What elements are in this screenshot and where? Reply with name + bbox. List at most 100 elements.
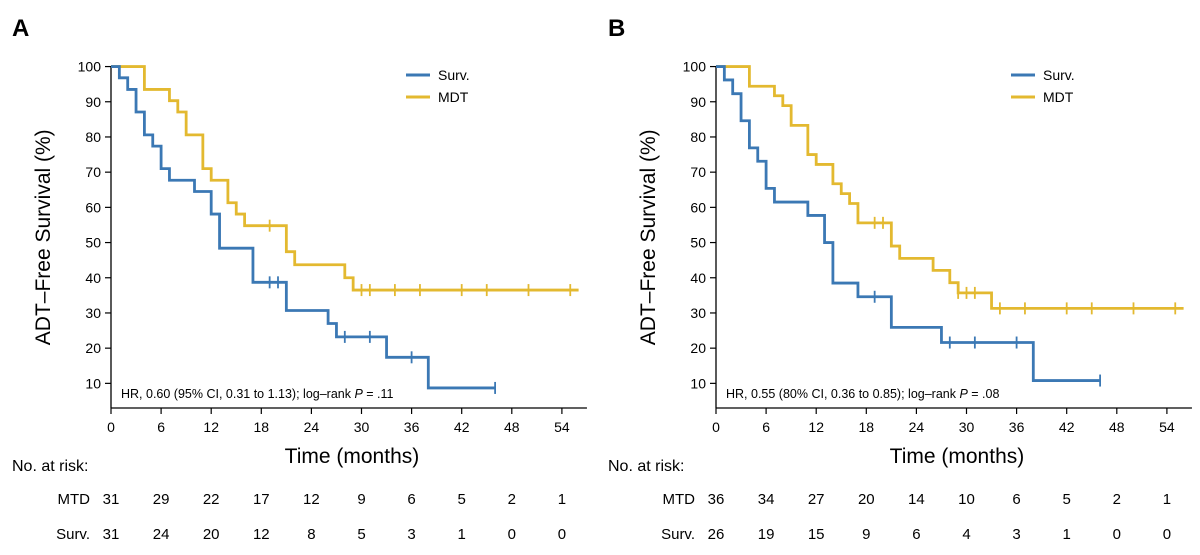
panel-b-risk-cell-mtd: 14 [908,491,925,508]
panel-b-x-tick-label: 18 [859,419,875,435]
panel-b-risk-row-label-mtd: MTD [663,491,696,508]
panel-a-risk-cell-mtd: 22 [203,491,220,508]
panel-b-risk-row-label-surv: Surv. [661,526,695,543]
panel-b-risk-cell-mtd: 36 [708,491,725,508]
panel-a-risk-cell-surv: 24 [153,526,170,543]
panel-b-risk-cell-mtd: 27 [808,491,825,508]
panel-b-x-tick-label: 54 [1159,419,1175,435]
panel-a-risk-cell-surv: 1 [458,526,466,543]
panel-a-y-tick-label: 90 [85,94,101,110]
panel-a-x-tick-label: 0 [107,419,115,435]
panel-b-risk-cell-mtd: 10 [958,491,975,508]
panel-a-series-surv-line [111,65,496,390]
panel-b-series-surv-line [716,65,1101,382]
panel-a-y-tick-label: 20 [85,340,101,356]
panel-b-y-tick-label: 10 [690,375,706,391]
panel-a-risk-cell-mtd: 9 [357,491,365,508]
panel-a-y-tick-label: 40 [85,270,101,286]
panel-b-x-tick-label: 48 [1109,419,1125,435]
panel-b-x-tick-label: 6 [762,419,770,435]
panel-a-x-tick-label: 18 [254,419,270,435]
panel-a-risk-table-title: No. at risk: [12,458,88,475]
panel-b-x-tick-label: 12 [808,419,824,435]
panel-a-x-tick-label: 48 [504,419,520,435]
panel-b-y-tick-label: 30 [690,305,706,321]
panel-a-risk-cell-surv: 0 [558,526,566,543]
panel-a-risk-cell-surv: 0 [508,526,516,543]
panel-b-x-tick-label: 42 [1059,419,1075,435]
panel-a-risk-cell-mtd: 6 [407,491,415,508]
panel-a-y-tick-label: 60 [85,199,101,215]
panel-a-risk-row-label-mtd: MTD [58,491,91,508]
panel-b-risk-cell-mtd: 6 [1012,491,1020,508]
panel-b-risk-cell-surv: 0 [1113,526,1121,543]
panel-b-risk-cell-mtd: 34 [758,491,775,508]
panel-b-y-tick-label: 50 [690,235,706,251]
panel-b-y-tick-label: 80 [690,129,706,145]
panel-b-y-axis-title: ADT–Free Survival (%) [637,129,660,345]
panel-a-risk-cell-mtd: 29 [153,491,170,508]
panel-a-x-tick-label: 54 [554,419,570,435]
panel-b-hr-annotation: HR, 0.55 (80% CI, 0.36 to 0.85); log–ran… [726,387,999,401]
panel-b-x-tick-label: 0 [712,419,720,435]
panel-b-risk-cell-surv: 6 [912,526,920,543]
panel-b-risk-cell-surv: 19 [758,526,775,543]
panel-a-series-mdt-line [111,65,579,292]
panel-a-risk-cell-mtd: 31 [103,491,120,508]
panel-a-x-tick-label: 30 [354,419,370,435]
panel-a-risk-cell-surv: 31 [103,526,120,543]
panel-a-x-tick-label: 24 [304,419,320,435]
panel-b-risk-cell-surv: 1 [1063,526,1071,543]
panel-b-legend-label: MDT [1043,89,1074,105]
panel-a-risk-cell-surv: 5 [357,526,365,543]
panel-a-risk-cell-mtd: 2 [508,491,516,508]
panel-a-risk-cell-surv: 12 [253,526,270,543]
panel-a-y-axis-title: ADT–Free Survival (%) [32,129,55,345]
panel-b-y-tick-label: 100 [683,59,707,75]
panel-b-x-tick-label: 36 [1009,419,1025,435]
panel-a-y-tick-label: 50 [85,235,101,251]
panel-a-risk-cell-mtd: 17 [253,491,270,508]
panel-b-risk-cell-surv: 15 [808,526,825,543]
panel-a-risk-cell-surv: 8 [307,526,315,543]
panel-b-y-tick-label: 60 [690,199,706,215]
panel-a-y-tick-label: 30 [85,305,101,321]
panel-a-y-tick-label: 10 [85,375,101,391]
panel-b-y-tick-label: 40 [690,270,706,286]
panel-a-x-tick-label: 42 [454,419,470,435]
panel-a-x-axis-title: Time (months) [285,445,420,468]
panel-a-hr-annotation: HR, 0.60 (95% CI, 0.31 to 1.13); log–ran… [121,387,394,401]
panel-a-risk-cell-surv: 20 [203,526,220,543]
panel-a-y-tick-label: 100 [78,59,102,75]
panel-a-risk-cell-surv: 3 [407,526,415,543]
panel-b-risk-cell-surv: 9 [862,526,870,543]
panel-a-risk-cell-mtd: 5 [458,491,466,508]
panel-b-x-axis-title: Time (months) [890,445,1025,468]
panel-b-risk-cell-surv: 0 [1163,526,1171,543]
panel-b-risk-table-title: No. at risk: [608,458,684,475]
panel-b-x-tick-label: 24 [909,419,925,435]
panel-b-x-tick-label: 30 [959,419,975,435]
panel-b-y-tick-label: 70 [690,164,706,180]
panel-b-legend-label: Surv. [1043,67,1075,83]
panel-a-letter: A [12,15,29,42]
panel-a-legend-label: Surv. [438,67,470,83]
panel-b-risk-cell-surv: 4 [962,526,970,543]
panel-a-x-tick-label: 6 [157,419,165,435]
panel-b-series-mdt-line [716,65,1184,310]
panel-b-y-tick-label: 90 [690,94,706,110]
panel-a-risk-cell-mtd: 12 [303,491,320,508]
panel-a-risk-row-label-surv: Surv. [56,526,90,543]
panel-a-risk-cell-mtd: 1 [558,491,566,508]
panel-b-risk-cell-mtd: 1 [1163,491,1171,508]
panel-a-y-tick-label: 80 [85,129,101,145]
panel-b-risk-cell-mtd: 5 [1063,491,1071,508]
panel-b-risk-cell-surv: 3 [1012,526,1020,543]
panel-a-x-tick-label: 12 [203,419,219,435]
panel-b-risk-cell-mtd: 2 [1113,491,1121,508]
panel-b-y-tick-label: 20 [690,340,706,356]
